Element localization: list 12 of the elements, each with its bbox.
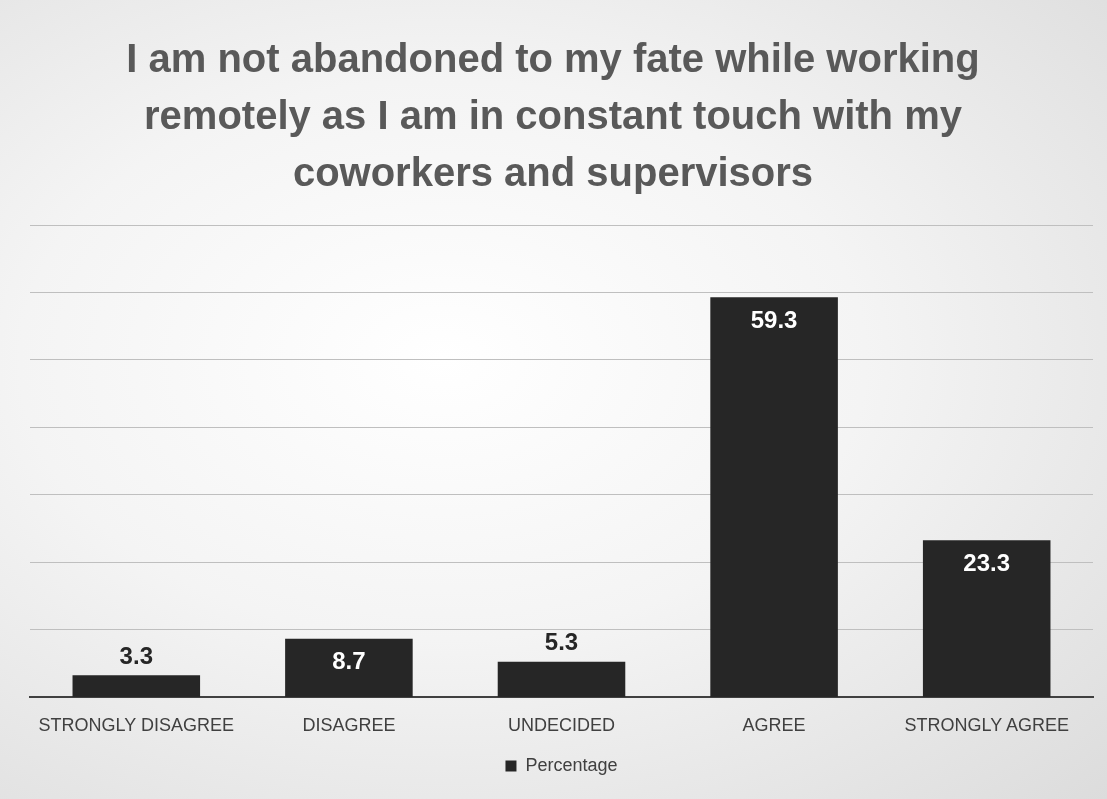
data-label: 59.3 xyxy=(750,305,798,333)
x-tick-label: AGREE xyxy=(742,715,806,736)
chart-title: I am not abandoned to my fate while working remotely as I am in constant touch with my coworkers and supervisors xyxy=(125,35,981,196)
data-label: 23.3 xyxy=(963,548,1011,576)
x-tick-label: STRONGLY AGREE xyxy=(904,715,1069,736)
data-label: 8.7 xyxy=(332,647,366,675)
x-tick-label: DISAGREE xyxy=(302,715,396,736)
data-label: 3.3 xyxy=(119,641,153,669)
x-tick-label: UNDECIDED xyxy=(507,715,616,736)
x-tick-label: STRONGLY DISAGREE xyxy=(38,715,234,736)
legend-label: Percentage xyxy=(525,754,618,775)
data-label: 5.3 xyxy=(544,628,579,656)
